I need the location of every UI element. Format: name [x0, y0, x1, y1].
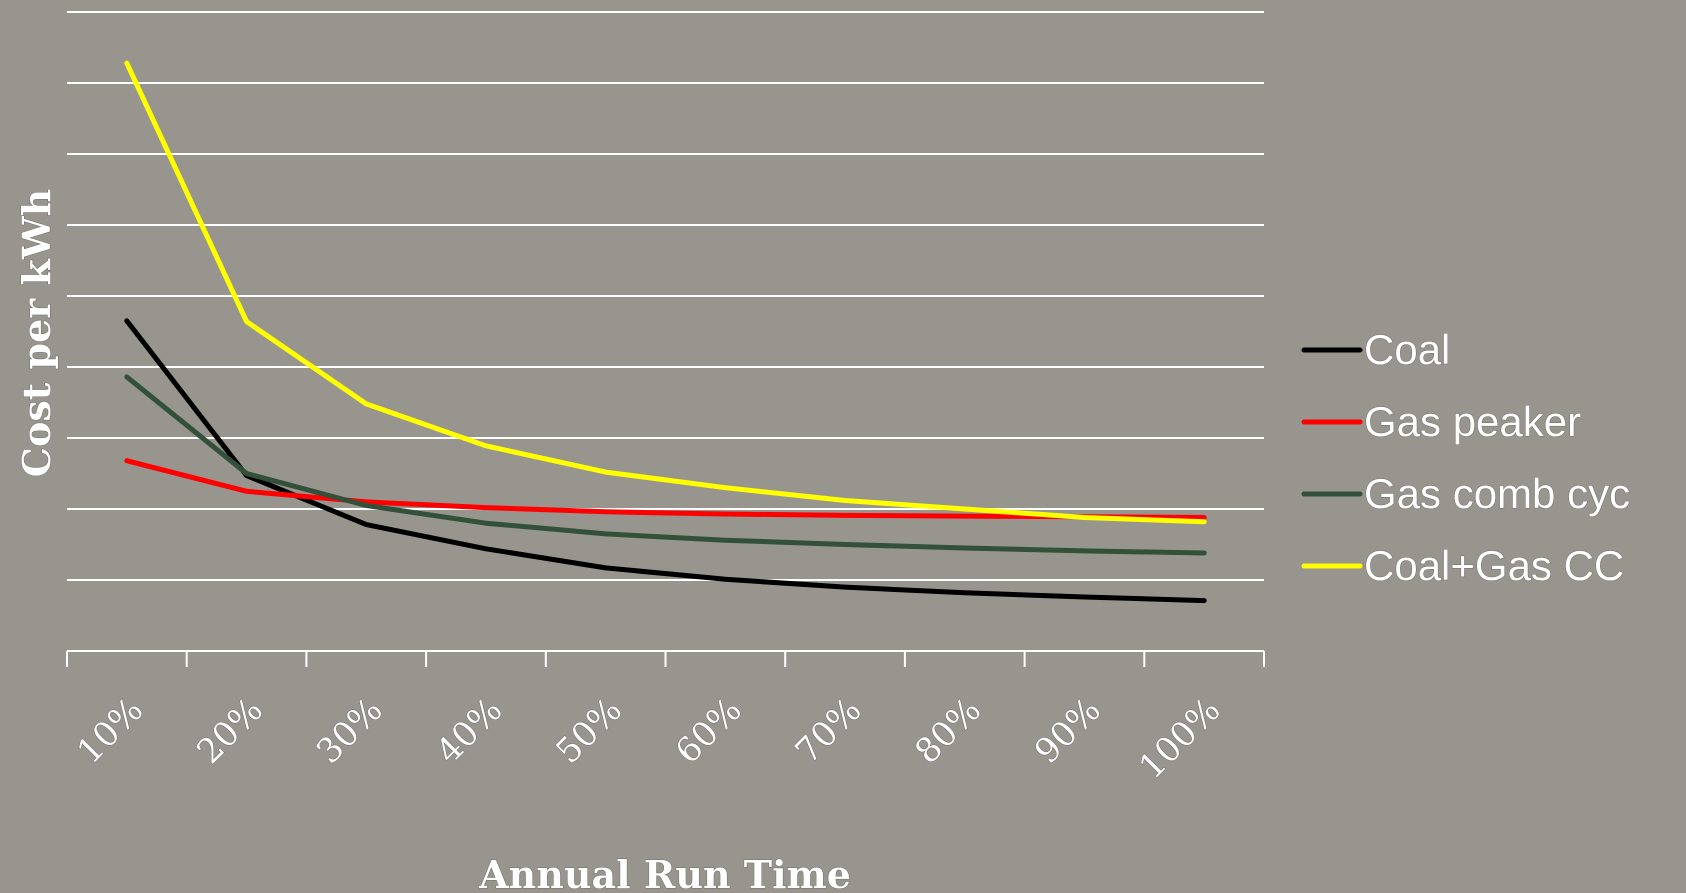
- x-tick-label: 50%: [548, 690, 630, 772]
- series-line-gas-peaker: [124, 458, 1207, 520]
- x-tick-label: 100%: [1131, 690, 1228, 787]
- legend-label-coal: Coal: [1364, 326, 1450, 373]
- series-line-coal: [124, 318, 1207, 604]
- x-tick-label: 40%: [429, 690, 511, 772]
- x-axis: [66, 650, 1265, 667]
- x-tick-label: 20%: [189, 690, 271, 772]
- x-tick-label: 30%: [309, 690, 391, 772]
- legend-label-coal-gas-cc: Coal+Gas CC: [1364, 542, 1624, 589]
- legend-label-gas-comb-cyc: Gas comb cyc: [1364, 470, 1630, 517]
- x-tick-labels: 10% 20% 30% 40% 50% 60% 70% 80% 90% 100%: [69, 690, 1229, 788]
- legend: Coal Gas peaker Gas comb cyc Coal+Gas CC: [1301, 326, 1631, 590]
- gridlines: [67, 11, 1264, 581]
- x-axis-title: Annual Run Time: [478, 852, 851, 893]
- y-axis-title: Cost per kWh: [14, 189, 59, 477]
- x-tick-label: 60%: [668, 690, 750, 772]
- series-line-gas-comb-cyc: [124, 374, 1207, 556]
- series-line-coal-gas-cc: [124, 60, 1207, 525]
- x-tick-label: 10%: [69, 690, 151, 772]
- x-tick-label: 70%: [788, 690, 870, 772]
- x-tick-label: 80%: [907, 690, 989, 772]
- x-tick-label: 90%: [1027, 690, 1109, 772]
- series-lines: [124, 60, 1207, 604]
- legend-label-gas-peaker: Gas peaker: [1364, 398, 1581, 445]
